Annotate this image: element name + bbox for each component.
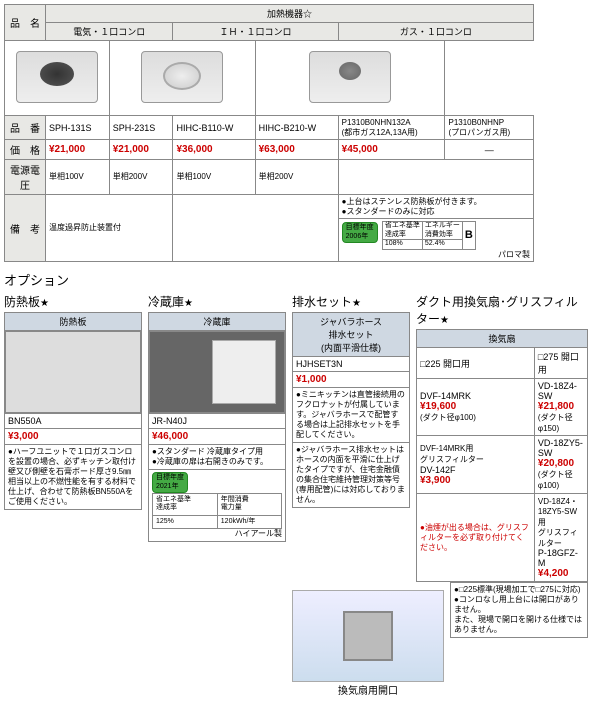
fridge-image [149,331,285,413]
duct-card: ダクト用換気扇･グリスフィルター 換気扇 □225 開口用 □275 開口用 D… [416,291,588,582]
price-5: ¥45,000 [338,140,445,160]
cat-ih: ＩＨ・１口コンロ [173,23,338,41]
model-4: HIHC-B210-W [255,116,338,140]
heating-title: 加熱機器☆ [46,5,534,23]
img-ih [109,41,255,116]
heat-plate-image [5,331,141,413]
duct-title: ダクト用換気扇･グリスフィルター [416,293,588,327]
drain-card: 排水セット ジャバラホース 排水セット (内面平滑仕様) HJHSET3N ¥1… [292,291,410,508]
drain-title: 排水セット [292,293,410,310]
volt-1: 単相100V [46,160,110,195]
cat-elec: 電気・１口コンロ [46,23,173,41]
model-2: SPH-231S [109,116,173,140]
model-1: SPH-131S [46,116,110,140]
price-3: ¥36,000 [173,140,255,160]
row-note: 備 考 [5,195,46,262]
fridge-card: 冷蔵庫 冷蔵庫 JR-N40J ¥46,000 ●スタンダード 冷蔵庫タイプ用 … [148,291,286,542]
model-5: P1310B0NHN132A(都市ガス12A,13A用) [338,116,445,140]
model-6: P1310B0NHNP(プロパンガス用) [445,116,534,140]
volt-2: 単相200V [109,160,173,195]
volt-3: 単相100V [173,160,255,195]
img-elec [5,41,110,116]
row-name: 品 名 [5,5,46,41]
img-gas [255,41,445,116]
fridge-title: 冷蔵庫 [148,293,286,310]
note-elec: 温度過昇防止装置付 [46,195,173,262]
price-4: ¥63,000 [255,140,338,160]
cat-gas: ガス・１口コンロ [338,23,533,41]
row-code: 品 番 [5,116,46,140]
heating-equipment-table: 品 名 加熱機器☆ 電気・１口コンロ ＩＨ・１口コンロ ガス・１口コンロ 品 番… [4,4,534,262]
heat-plate-title: 防熱板 [4,293,142,310]
model-3: HIHC-B110-W [173,116,255,140]
vent-note: ●□225標準(現場加工で□275に対応) ●コンロなし用上台には開口がありませ… [450,582,588,638]
price-2: ¥21,000 [109,140,173,160]
price-1: ¥21,000 [46,140,110,160]
vent-opening-image [292,590,444,682]
vent-label: 換気扇用開口 [292,682,444,697]
volt-4: 単相200V [255,160,338,195]
row-volt: 電源電圧 [5,160,46,195]
heat-plate-card: 防熱板 防熱板 BN550A ¥3,000 ●ハーフユニットで１口ガスコンロを設… [4,291,142,510]
price-6: — [445,140,534,160]
row-price: 価 格 [5,140,46,160]
note-gas-text: ●上台はステンレス防熱板が付きます。 ●スタンダードのみに対応 [338,195,533,219]
eco-badge-icon: 目標年度 2006年 [342,222,378,243]
eco-badge-icon: 目標年度 2021年 [152,472,188,493]
options-title: オプション [4,270,596,289]
note-gas-eco: 目標年度 2006年 省エネ基準 達成率エネルギー 消費効率B 108%52.4… [338,219,533,262]
